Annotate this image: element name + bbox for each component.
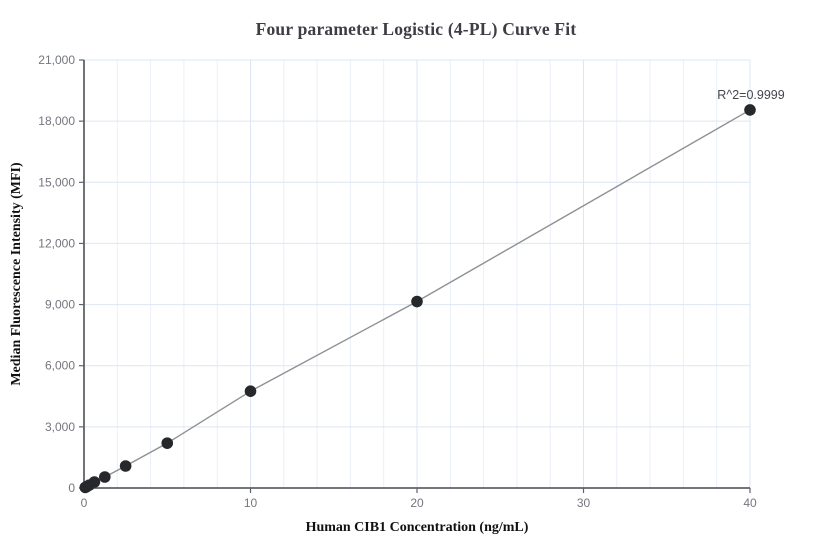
gridlines [84, 59, 751, 488]
data-point [88, 476, 101, 488]
x-axis-title: Human CIB1 Concentration (ng/mL) [305, 520, 529, 535]
x-tick-label: 20 [410, 496, 424, 510]
y-tick-label: 15,000 [38, 175, 75, 189]
data-point [161, 437, 174, 449]
data-point [411, 295, 423, 308]
y-tick-label: 6,000 [45, 359, 75, 373]
x-tick-label: 0 [81, 496, 88, 510]
y-tick-label: 0 [68, 481, 75, 495]
r-squared-annotation: R^2=0.9999 [717, 88, 784, 102]
x-tick-label: 40 [743, 496, 757, 510]
data-points [79, 104, 756, 494]
x-tick-label: 10 [244, 496, 258, 510]
y-tick-label: 18,000 [38, 114, 75, 128]
y-tick-label: 12,000 [38, 236, 75, 250]
data-point [244, 385, 257, 397]
chart-title: Four parameter Logistic (4-PL) Curve Fit [255, 19, 577, 39]
y-tick-label: 21,000 [38, 53, 75, 67]
data-point [744, 104, 756, 116]
axes: 0 3,000 6,000 9,000 12,000 15,000 18,000 21,000… [38, 53, 757, 510]
y-tick-label: 9,000 [45, 298, 75, 312]
y-tick-label: 3,000 [45, 420, 75, 434]
data-point [119, 460, 132, 472]
x-tick-label: 30 [577, 496, 591, 510]
data-point [99, 471, 111, 483]
